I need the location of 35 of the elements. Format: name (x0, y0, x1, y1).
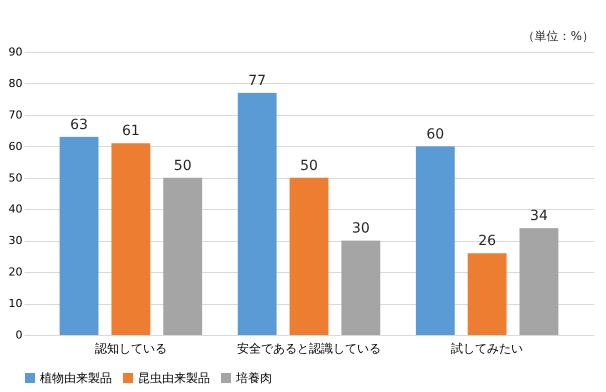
y-tick-label: 10 (8, 297, 22, 310)
y-tick-label: 0 (16, 328, 22, 342)
y-tick-label: 30 (8, 234, 22, 248)
data-label: 50 (300, 158, 318, 174)
bar (111, 143, 150, 335)
legend-label: 培養肉 (235, 371, 272, 385)
bar (341, 240, 380, 335)
x-tick-label: 認知している (94, 342, 167, 356)
y-tick-label: 60 (8, 140, 22, 153)
x-tick-label: 安全であると認識している (237, 342, 381, 356)
data-label: 60 (426, 126, 444, 142)
y-tick-label: 50 (8, 171, 22, 184)
x-tick-label: 試してみたい (451, 342, 524, 356)
text: （単位：%） (522, 29, 594, 43)
y-tick-label: 40 (8, 202, 22, 216)
bar (60, 136, 98, 335)
data-label: 61 (122, 123, 140, 140)
data-label: 77 (248, 72, 266, 89)
data-label: 26 (478, 233, 496, 250)
legend-label: 昆虫由来製品 (138, 371, 210, 385)
bar (290, 178, 328, 335)
legend-label: 植物由来製品 (40, 371, 112, 385)
data-label: 30 (352, 220, 370, 237)
bar (238, 92, 277, 335)
y-tick-label: 90 (8, 46, 22, 58)
data-label: 34 (530, 208, 548, 224)
bar (163, 178, 202, 335)
y-tick-label: 20 (8, 266, 22, 279)
bar (468, 253, 507, 335)
y-tick-label: 70 (8, 108, 22, 122)
data-label: 63 (70, 116, 88, 133)
y-tick-label: 80 (8, 76, 22, 90)
bar (416, 146, 455, 335)
bar (520, 228, 558, 335)
data-label: 50 (174, 158, 192, 174)
